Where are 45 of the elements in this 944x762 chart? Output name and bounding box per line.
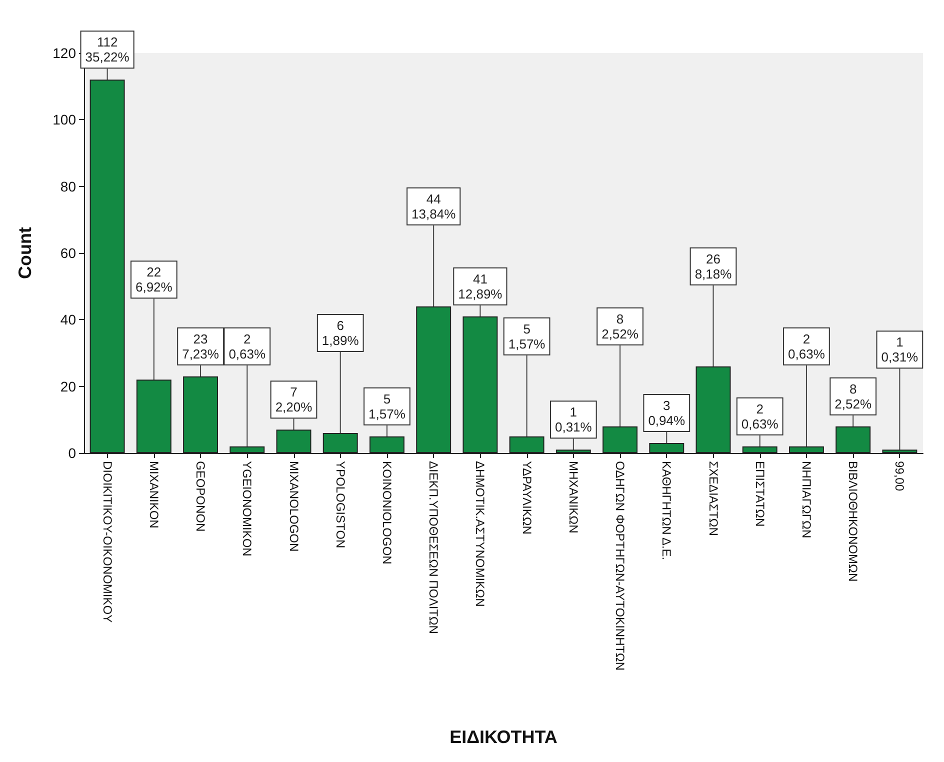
data-label: 44 13,84% <box>412 191 456 222</box>
data-label: 3 0,94% <box>648 398 686 428</box>
x-tick-label: ΣΧΕΔΙΑΣΤΩΝ <box>706 461 720 536</box>
data-label: 2 0,63% <box>228 331 266 362</box>
data-label: 7 2,20% <box>275 384 313 415</box>
y-tick-label: 40 <box>60 312 76 328</box>
x-tick-label: KOINONIOLOGON <box>380 461 394 564</box>
x-tick-label: GEOPONON <box>194 461 208 532</box>
data-label: 26 8,18% <box>694 251 732 282</box>
x-tick-label: YPOLOGISTON <box>333 461 348 548</box>
y-tick-label: 20 <box>60 378 76 394</box>
x-tick-label: MIXANOLOGON <box>286 461 301 552</box>
data-label: 8 2,52% <box>834 381 872 412</box>
y-tick-label: 100 <box>52 112 76 128</box>
x-tick-label: ΟΔΗΓΩΝ ΦΟΡΤΗΓΩΝ-ΑΥΤΟΚΙΝΗΤΩΝ <box>613 461 628 670</box>
y-tick-label: 60 <box>60 245 76 261</box>
y-axis-title: Count <box>15 227 35 279</box>
data-label: 1 0,31% <box>554 404 592 435</box>
data-label: 5 1,57% <box>368 391 406 422</box>
x-tick-label: ΥΔΡΑΥΛΙΚΩΝ <box>520 461 534 534</box>
x-tick-label: YGEIONOMIKON <box>240 461 254 556</box>
y-tick-label: 120 <box>52 45 76 61</box>
y-tick-label: 80 <box>60 178 76 194</box>
x-tick-label: ΒΙΒΛΙΟΘΗΚΟΝΟΜΩΝ <box>846 461 860 582</box>
x-tick-label: ΜΗΧΑΝΙΚΩΝ <box>566 461 580 534</box>
data-label: 1 0,31% <box>881 334 919 365</box>
x-tick-label: ΔΗΜΟΤΙΚ.ΑΣΤΥΝΟΜΙΚΩΝ <box>473 461 488 607</box>
x-tick-label: MIXANIKON <box>146 461 161 528</box>
data-label: 112 35,22% <box>85 34 130 65</box>
data-label: 5 1,57% <box>508 321 546 352</box>
data-label: 2 0,63% <box>741 401 779 432</box>
data-label: 22 6,92% <box>135 264 173 295</box>
x-tick-label: ΕΠΙΣΤΑΤΩΝ <box>752 461 767 527</box>
x-axis-title: ΕΙΔΙΚΟΤΗΤΑ <box>450 727 558 747</box>
x-tick-label: ΝΗΠΙΑΓΩΓΩΝ <box>799 461 814 538</box>
y-tick-label: 0 <box>68 445 76 461</box>
x-tick-label: DIOIKITIKOY-OIKONOMIKOY <box>100 461 114 623</box>
x-tick-label: 99,00 <box>892 461 907 492</box>
x-tick-label: ΚΑΘΗΓΗΤΩΝ Δ.Ε. <box>660 461 674 560</box>
data-label: 6 1,89% <box>322 318 360 348</box>
data-label: 41 12,89% <box>458 271 503 302</box>
data-label: 23 7,23% <box>182 331 220 362</box>
data-label: 2 0,63% <box>788 331 826 362</box>
x-tick-label: ΔΙΕΚΠ.ΥΠΟΘΕΣΕΩΝ ΠΟΛΙΤΩΝ <box>426 461 441 634</box>
data-label: 8 2,52% <box>602 311 639 342</box>
